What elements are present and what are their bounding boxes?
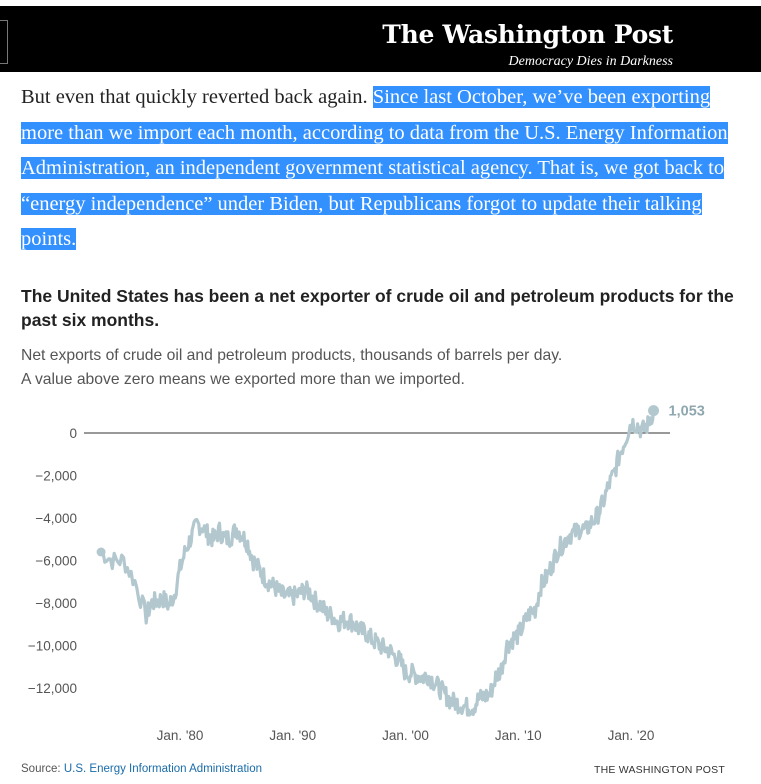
x-tick-label: Jan. '10 — [495, 728, 542, 743]
y-tick-label: −6,000 — [35, 554, 77, 569]
y-tick-label: −4,000 — [35, 511, 77, 526]
article-intro-text: But even that quickly reverted back agai… — [21, 86, 368, 108]
x-tick-label: Jan. '20 — [608, 728, 655, 743]
article-paragraph: But even that quickly reverted back agai… — [21, 80, 736, 258]
y-tick-label: −12,000 — [28, 681, 77, 696]
x-tick-label: Jan. '80 — [157, 728, 204, 743]
x-tick-label: Jan. '00 — [382, 728, 429, 743]
masthead-edge — [0, 20, 8, 64]
net-exports-series-line — [99, 409, 656, 717]
chart-credit: THE WASHINGTON POST — [594, 764, 725, 776]
net-exports-line-chart: 0 −2,000 −4,000 −6,000 −8,000 −10,000 −12,000 J… — [28, 404, 705, 743]
chart-source: Source: U.S. Energy Information Administ… — [21, 763, 262, 775]
end-value-label: 1,053 — [669, 404, 705, 420]
masthead: The Washington Post Democracy Dies in Da… — [0, 6, 761, 72]
washington-post-logo[interactable]: The Washington Post — [382, 20, 673, 49]
chart-subtitle: Net exports of crude oil and petroleum p… — [21, 344, 741, 392]
y-tick-label: −2,000 — [35, 469, 77, 484]
masthead-tagline: Democracy Dies in Darkness — [508, 54, 673, 69]
chart-subtitle-line-2: A value above zero means we exported mor… — [21, 371, 465, 388]
series-end-marker — [648, 405, 660, 417]
chart-headline: The United States has been a net exporte… — [21, 286, 734, 330]
source-label: Source: — [21, 763, 61, 775]
article-highlighted-text: Since last October, we’ve been exporting… — [21, 86, 728, 251]
chart-subtitle-line-1: Net exports of crude oil and petroleum p… — [21, 347, 563, 364]
y-tick-label: −10,000 — [28, 639, 77, 654]
source-link[interactable]: U.S. Energy Information Administration — [63, 763, 262, 775]
series-start-marker — [96, 547, 106, 557]
x-tick-label: Jan. '90 — [269, 728, 316, 743]
y-tick-label: −8,000 — [35, 596, 77, 611]
y-tick-label: 0 — [69, 426, 77, 441]
